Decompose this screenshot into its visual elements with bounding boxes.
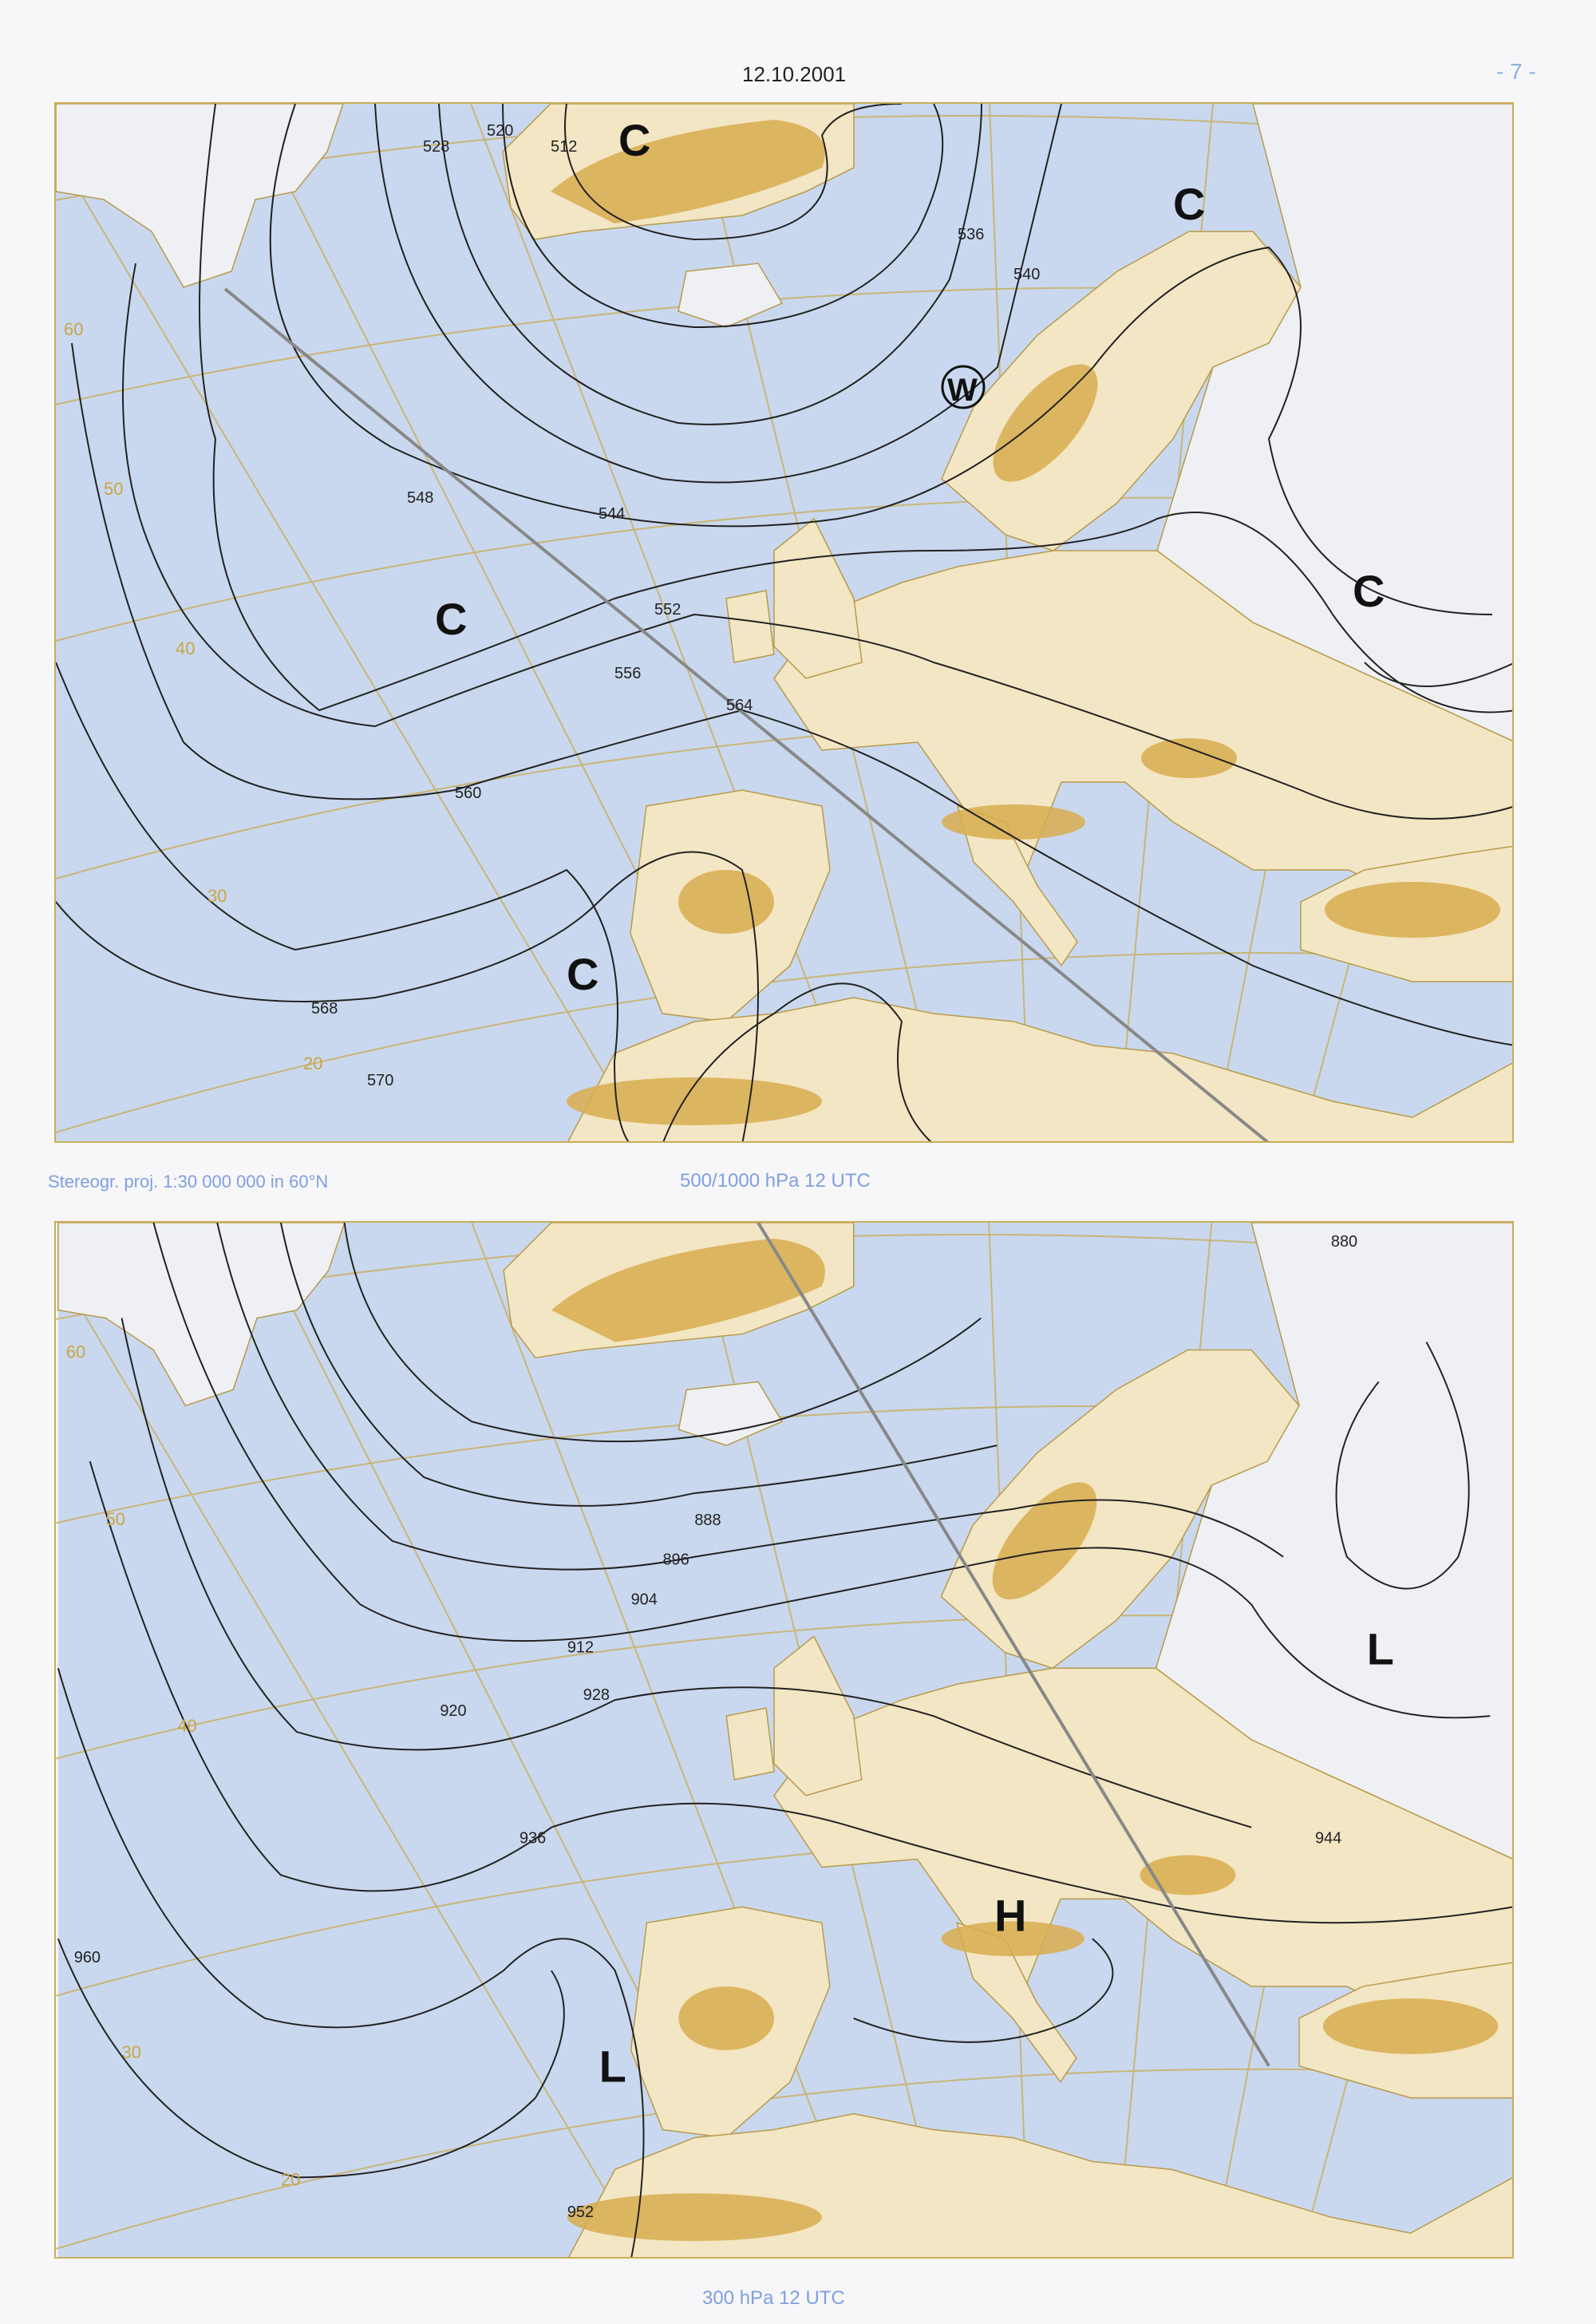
- contour-label: 888: [694, 1512, 721, 1529]
- contour-label: 544: [598, 505, 625, 523]
- lat-label: 20: [303, 1053, 322, 1073]
- contour-label: 896: [662, 1551, 689, 1569]
- pressure-center-cold: C: [618, 115, 650, 165]
- contour-lines: [56, 104, 1512, 1141]
- lat-label: 60: [64, 319, 83, 339]
- contour-label: 912: [567, 1638, 594, 1656]
- geography-layer: [56, 104, 1512, 1141]
- cross-section-line: [757, 1223, 1270, 2067]
- geography-layer: [56, 1223, 1512, 2257]
- lat-label: 40: [177, 1716, 196, 1736]
- contour-label: 548: [407, 489, 433, 507]
- contour-label: 928: [583, 1686, 610, 1704]
- map-500-1000-hpa: 60 50 40 30 20 512 520 528 536 540 544 5…: [54, 102, 1514, 1143]
- pressure-center-high: H: [994, 1890, 1026, 1940]
- lat-label: 50: [106, 1509, 125, 1529]
- contour-label: 564: [726, 697, 753, 714]
- lat-label: 20: [281, 2169, 300, 2189]
- contour-lines: [57, 1223, 1512, 2257]
- page-number: - 7 -: [1496, 59, 1536, 84]
- pressure-center-cold: C: [435, 594, 467, 644]
- contour-label: 552: [654, 601, 681, 619]
- pressure-center-low: L: [1367, 1623, 1394, 1674]
- contour-label: 944: [1315, 1830, 1341, 1848]
- contour-label: 512: [551, 138, 577, 156]
- contour-label: 528: [423, 138, 449, 156]
- pressure-center-low: L: [599, 2041, 626, 2092]
- contour-label: 520: [487, 122, 513, 140]
- lat-label: 30: [122, 2042, 141, 2062]
- lat-label: 50: [104, 479, 123, 499]
- contour-label: 540: [1013, 266, 1040, 283]
- contour-label: 936: [519, 1830, 546, 1848]
- pressure-center-cold: C: [567, 949, 598, 999]
- pressure-center-warm: W: [947, 373, 978, 408]
- pressure-center-cold: C: [1173, 179, 1205, 229]
- contour-label: 570: [367, 1072, 393, 1089]
- contour-label: 960: [74, 1949, 101, 1966]
- contour-label: 920: [440, 1702, 466, 1720]
- contour-label: 556: [614, 665, 641, 682]
- contour-label: 904: [631, 1591, 658, 1609]
- cross-section-line: [223, 287, 1270, 1141]
- bottom-map-caption: 300 hPa 12 UTC: [702, 2287, 845, 2309]
- lat-label: 40: [176, 638, 195, 658]
- contour-label: 880: [1331, 1233, 1357, 1251]
- contour-label: 952: [567, 2203, 594, 2221]
- pressure-center-cold: C: [1353, 566, 1385, 616]
- lat-label: 30: [207, 886, 227, 906]
- warm-center-circle: [941, 365, 986, 409]
- contour-label: 560: [455, 785, 481, 802]
- projection-note: Stereogr. proj. 1:30 000 000 in 60°N: [48, 1172, 329, 1192]
- lat-label: 60: [66, 1342, 85, 1362]
- map-300-hpa: 60 50 40 30 20 880 888 896 904 912 920 9…: [54, 1221, 1514, 2259]
- top-map-caption: 500/1000 hPa 12 UTC: [680, 1170, 871, 1192]
- contour-label: 536: [958, 226, 984, 243]
- contour-label: 568: [311, 1000, 338, 1018]
- chart-date: 12.10.2001: [742, 62, 847, 86]
